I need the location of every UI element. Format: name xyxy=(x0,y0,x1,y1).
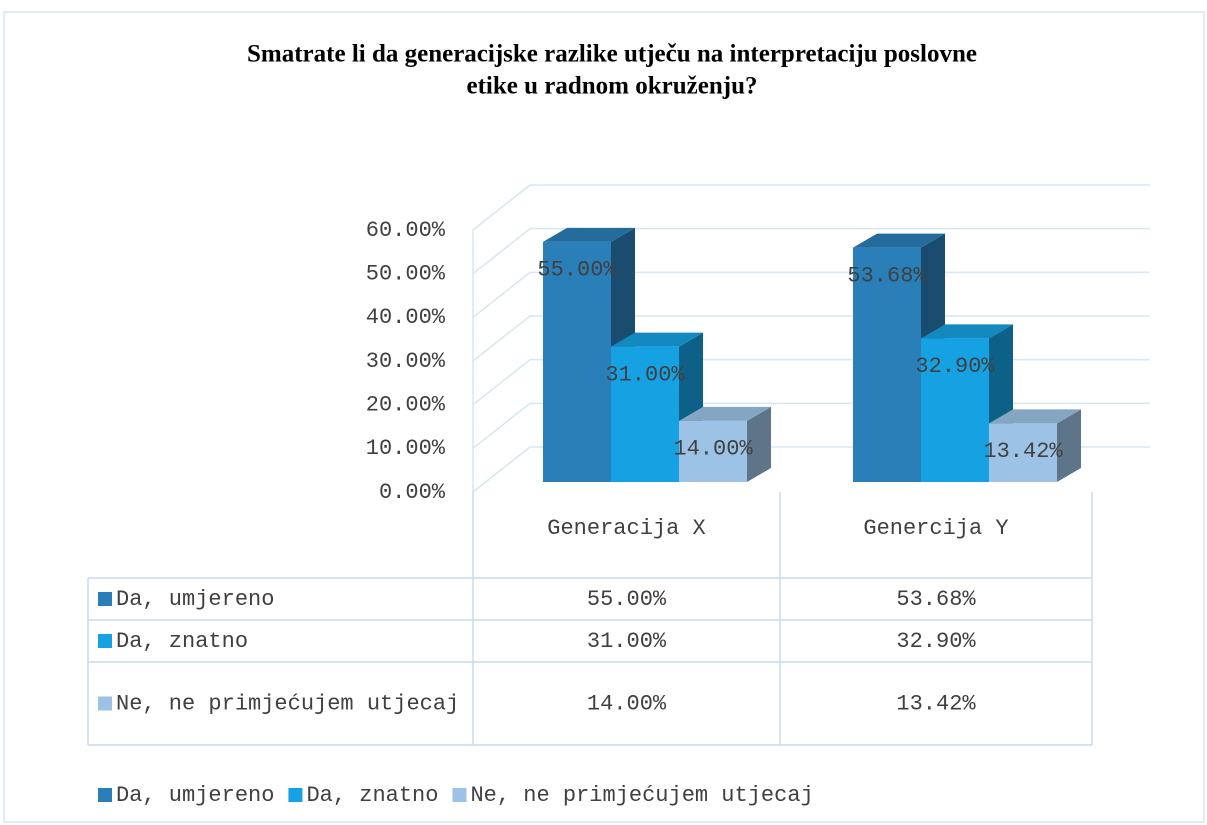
y-tick-label: 10.00% xyxy=(366,436,446,461)
chart-title: etike u radnom okruženju? xyxy=(467,73,758,100)
legend-swatch xyxy=(452,788,467,802)
table-cell: 55.00% xyxy=(587,587,667,612)
table-cell: 53.68% xyxy=(896,587,976,612)
bar-face xyxy=(747,406,771,482)
table-legend-swatch xyxy=(98,592,112,606)
bar xyxy=(989,409,1081,482)
legend-swatch xyxy=(288,788,303,802)
table-legend-swatch xyxy=(98,634,112,648)
data-label: 13.42% xyxy=(983,439,1063,464)
bar-face xyxy=(989,423,1057,482)
data-label: 53.68% xyxy=(847,263,927,288)
legend-label: Da, znatno xyxy=(306,783,438,808)
table-cell: 31.00% xyxy=(587,629,667,654)
bar-face xyxy=(679,406,771,421)
bar-face xyxy=(921,338,989,482)
legend-label: Ne, ne primjećujem utjecaj xyxy=(470,783,813,808)
bar-face xyxy=(611,346,679,482)
x-tick-label: Generacija X xyxy=(547,516,705,541)
bar-face xyxy=(1057,409,1081,482)
bar-face xyxy=(611,332,703,347)
y-tick-label: 50.00% xyxy=(366,261,446,286)
y-tick-label: 30.00% xyxy=(366,349,446,374)
table-row-label: Ne, ne primjećujem utjecaj xyxy=(116,691,459,716)
grid-line xyxy=(472,227,1150,275)
y-tick-label: 60.00% xyxy=(366,218,446,243)
y-tick-label: 40.00% xyxy=(366,305,446,330)
bar-face xyxy=(853,247,921,482)
legend-swatch xyxy=(98,788,112,802)
grid-line xyxy=(472,184,1150,231)
x-tick-label: Genercija Y xyxy=(863,516,1008,541)
bar-face xyxy=(679,420,747,482)
data-label: 14.00% xyxy=(673,437,753,462)
chart-title: Smatrate li da generacijske razlike utje… xyxy=(247,41,977,68)
data-label: 55.00% xyxy=(537,258,617,283)
table-cell: 32.90% xyxy=(896,629,976,654)
bar-face xyxy=(543,241,611,482)
legend-label: Da, umjereno xyxy=(116,783,274,808)
table-legend-swatch xyxy=(98,696,112,711)
table-row-label: Da, umjereno xyxy=(116,587,274,612)
data-label: 32.90% xyxy=(915,354,995,379)
bar-face xyxy=(989,409,1081,424)
table-cell: 14.00% xyxy=(587,691,667,716)
bar-face xyxy=(543,227,635,242)
table-cell: 13.42% xyxy=(896,691,976,716)
bar xyxy=(679,406,771,482)
bar-face xyxy=(921,324,1013,339)
y-tick-label: 20.00% xyxy=(366,392,446,417)
data-label: 31.00% xyxy=(605,362,685,387)
bar-face xyxy=(853,233,945,248)
table-row-label: Da, znatno xyxy=(116,629,248,654)
y-tick-label: 0.00% xyxy=(379,480,446,505)
